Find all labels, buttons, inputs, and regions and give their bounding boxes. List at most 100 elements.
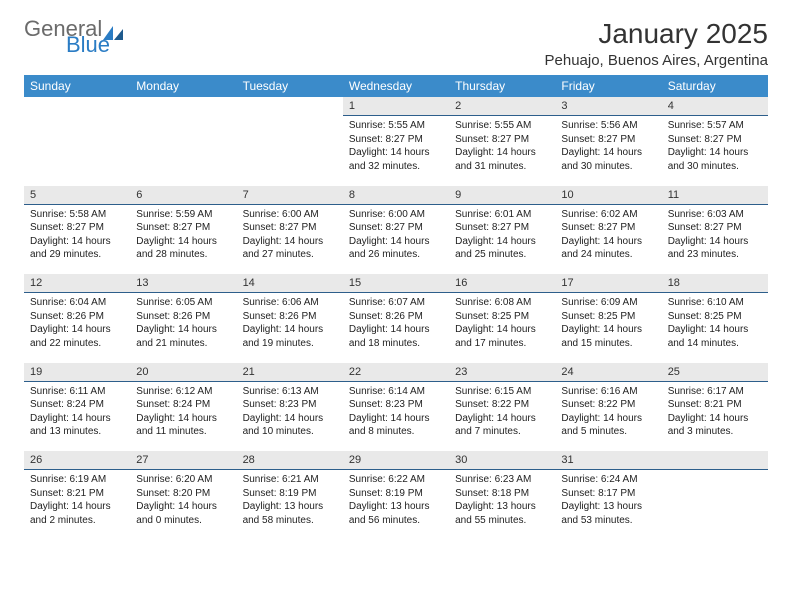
daylight-line: Daylight: 14 hours and 13 minutes.: [30, 413, 111, 438]
day-detail-cell: Sunrise: 6:01 AMSunset: 8:27 PMDaylight:…: [449, 204, 555, 274]
day-detail-cell: Sunrise: 6:13 AMSunset: 8:23 PMDaylight:…: [237, 381, 343, 451]
day-detail-cell: Sunrise: 6:22 AM Sunset: 8:19 PM Daylight:…: [343, 470, 449, 540]
daylight-line: Daylight: 14 hours and 30 minutes.: [561, 147, 642, 172]
sunset-line: Sunset: 8:19 PM: [349, 488, 423, 499]
sunrise-line: Sunrise: 6:14 AM: [349, 386, 425, 397]
daylight-line: Daylight: 13 hours and 58 minutes.: [243, 501, 324, 526]
sunrise-line: Sunrise: 5:57 AM: [668, 120, 744, 131]
sunrise-line: Sunrise: 6:13 AM: [243, 386, 319, 397]
day-number-cell: 18: [662, 274, 768, 293]
day-number-cell: 11: [662, 186, 768, 205]
day-header: Monday: [130, 75, 236, 97]
sunrise-line: Sunrise: 6:09 AM: [561, 297, 637, 308]
sunset-line: Sunset: 8:27 PM: [455, 134, 529, 145]
location: Pehuajo, Buenos Aires, Argentina: [545, 52, 769, 69]
day-number-cell: 24: [555, 363, 661, 382]
daylight-line: Daylight: 13 hours and 56 minutes.: [349, 501, 430, 526]
sunset-line: Sunset: 8:23 PM: [349, 399, 423, 410]
day-detail-cell: Sunrise: 5:55 AM Sunset: 8:27 PM Daylight:…: [343, 116, 449, 186]
day-detail-cell: [130, 116, 236, 186]
sunset-line: Sunset: 8:22 PM: [455, 399, 529, 410]
day-number-cell: 20: [130, 363, 236, 382]
daylight-line: Daylight: 14 hours and 29 minutes.: [30, 236, 111, 261]
header: GeneralBlue January 2025 Pehuajo, Buenos…: [24, 18, 768, 69]
sunrise-line: Sunrise: 6:22 AM: [349, 474, 425, 485]
day-number-cell: 16: [449, 274, 555, 293]
daylight-line: Daylight: 14 hours and 0 minutes.: [136, 501, 217, 526]
sunset-line: Sunset: 8:27 PM: [349, 134, 423, 145]
daylight-line: Daylight: 14 hours and 24 minutes.: [561, 236, 642, 261]
sunset-line: Sunset: 8:27 PM: [349, 222, 423, 233]
day-detail-cell: [662, 470, 768, 540]
daylight-line: Daylight: 13 hours and 55 minutes.: [455, 501, 536, 526]
sunrise-line: Sunrise: 6:16 AM: [561, 386, 637, 397]
day-number-cell: 29: [343, 451, 449, 470]
day-detail-cell: [237, 116, 343, 186]
sunrise-line: Sunrise: 6:11 AM: [30, 386, 105, 397]
sunrise-line: Sunrise: 6:03 AM: [668, 209, 744, 220]
logo: GeneralBlue: [24, 18, 125, 56]
day-detail-cell: Sunrise: 6:23 AMSunset: 8:18 PMDaylight:…: [449, 470, 555, 540]
sunrise-line: Sunrise: 5:55 AM: [349, 120, 425, 131]
sunrise-line: Sunrise: 6:04 AM: [30, 297, 106, 308]
day-number-cell: 13: [130, 274, 236, 293]
detail-row: Sunrise: 5:55 AM Sunset: 8:27 PM Daylight:…: [24, 116, 768, 186]
day-number-cell: 28: [237, 451, 343, 470]
day-number-cell: 8: [343, 186, 449, 205]
sunset-line: Sunset: 8:27 PM: [30, 222, 104, 233]
sunrise-line: Sunrise: 6:10 AM: [668, 297, 744, 308]
daylight-line: Daylight: 14 hours and 18 minutes.: [349, 324, 430, 349]
daylight-line: Daylight: 13 hours and 53 minutes.: [561, 501, 642, 526]
day-number-cell: 19: [24, 363, 130, 382]
detail-row: Sunrise: 5:58 AMSunset: 8:27 PMDaylight:…: [24, 204, 768, 274]
sunset-line: Sunset: 8:17 PM: [561, 488, 635, 499]
sunset-line: Sunset: 8:21 PM: [668, 399, 742, 410]
day-number-cell: 27: [130, 451, 236, 470]
sunset-line: Sunset: 8:23 PM: [243, 399, 317, 410]
sunset-line: Sunset: 8:26 PM: [136, 311, 210, 322]
detail-row: Sunrise: 6:19 AMSunset: 8:21 PMDaylight:…: [24, 470, 768, 540]
day-detail-cell: Sunrise: 6:17 AMSunset: 8:21 PMDaylight:…: [662, 381, 768, 451]
detail-row: Sunrise: 6:04 AM Sunset: 8:26 PM Daylight:…: [24, 293, 768, 363]
day-detail-cell: [24, 116, 130, 186]
day-detail-cell: Sunrise: 6:07 AM Sunset: 8:26 PM Daylight:…: [343, 293, 449, 363]
sunset-line: Sunset: 8:26 PM: [30, 311, 104, 322]
day-number-cell: 4: [662, 97, 768, 116]
sunset-line: Sunset: 8:19 PM: [243, 488, 317, 499]
day-number-cell: 12: [24, 274, 130, 293]
sunset-line: Sunset: 8:25 PM: [668, 311, 742, 322]
daylight-line: Daylight: 14 hours and 8 minutes.: [349, 413, 430, 438]
day-detail-cell: Sunrise: 6:14 AM Sunset: 8:23 PM Daylight:…: [343, 381, 449, 451]
day-header: Friday: [555, 75, 661, 97]
sunrise-line: Sunrise: 6:17 AM: [668, 386, 744, 397]
day-number-cell: 1: [343, 97, 449, 116]
daylight-line: Daylight: 14 hours and 22 minutes.: [30, 324, 111, 349]
sunset-line: Sunset: 8:26 PM: [349, 311, 423, 322]
day-header: Wednesday: [343, 75, 449, 97]
day-detail-cell: Sunrise: 6:11 AMSunset: 8:24 PMDaylight:…: [24, 381, 130, 451]
day-number-cell: 3: [555, 97, 661, 116]
day-number-cell: 2: [449, 97, 555, 116]
sunset-line: Sunset: 8:22 PM: [561, 399, 635, 410]
day-detail-cell: Sunrise: 6:12 AMSunset: 8:24 PMDaylight:…: [130, 381, 236, 451]
day-detail-cell: Sunrise: 6:00 AMSunset: 8:27 PMDaylight:…: [237, 204, 343, 274]
daynum-row: 12131415161718: [24, 274, 768, 293]
sunset-line: Sunset: 8:25 PM: [561, 311, 635, 322]
daynum-row: 262728293031: [24, 451, 768, 470]
sunrise-line: Sunrise: 6:07 AM: [349, 297, 425, 308]
daylight-line: Daylight: 14 hours and 32 minutes.: [349, 147, 430, 172]
sunrise-line: Sunrise: 6:20 AM: [136, 474, 212, 485]
day-number-cell: 31: [555, 451, 661, 470]
day-detail-cell: Sunrise: 6:21 AMSunset: 8:19 PMDaylight:…: [237, 470, 343, 540]
sunrise-line: Sunrise: 6:05 AM: [136, 297, 212, 308]
day-number-cell: [130, 97, 236, 116]
sunrise-line: Sunrise: 6:08 AM: [455, 297, 531, 308]
sunset-line: Sunset: 8:24 PM: [136, 399, 210, 410]
sunrise-line: Sunrise: 6:23 AM: [455, 474, 531, 485]
logo-text-blue: Blue: [66, 34, 125, 56]
sunrise-line: Sunrise: 6:00 AM: [243, 209, 319, 220]
day-header-row: SundayMondayTuesdayWednesdayThursdayFrid…: [24, 75, 768, 97]
daynum-row: 19202122232425: [24, 363, 768, 382]
sunset-line: Sunset: 8:27 PM: [668, 222, 742, 233]
day-detail-cell: Sunrise: 6:05 AMSunset: 8:26 PMDaylight:…: [130, 293, 236, 363]
